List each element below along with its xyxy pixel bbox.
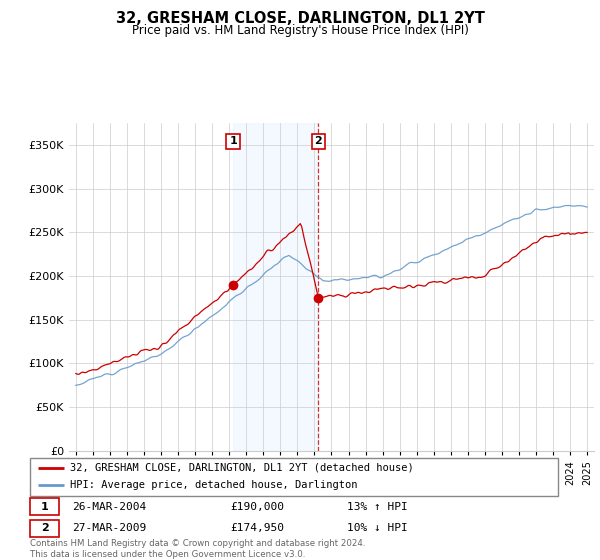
Text: 1: 1 <box>229 136 237 146</box>
Text: 32, GRESHAM CLOSE, DARLINGTON, DL1 2YT: 32, GRESHAM CLOSE, DARLINGTON, DL1 2YT <box>116 11 484 26</box>
Text: Contains HM Land Registry data © Crown copyright and database right 2024.
This d: Contains HM Land Registry data © Crown c… <box>30 539 365 559</box>
Text: 2: 2 <box>314 136 322 146</box>
Text: 2: 2 <box>41 523 49 533</box>
FancyBboxPatch shape <box>30 498 59 515</box>
FancyBboxPatch shape <box>30 520 59 536</box>
Text: Price paid vs. HM Land Registry's House Price Index (HPI): Price paid vs. HM Land Registry's House … <box>131 24 469 36</box>
FancyBboxPatch shape <box>30 458 558 496</box>
Text: 26-MAR-2004: 26-MAR-2004 <box>72 502 146 512</box>
Text: 10% ↓ HPI: 10% ↓ HPI <box>347 523 407 533</box>
Text: £174,950: £174,950 <box>230 523 284 533</box>
Bar <box>233 123 319 451</box>
Text: £190,000: £190,000 <box>230 502 284 512</box>
Text: 32, GRESHAM CLOSE, DARLINGTON, DL1 2YT (detached house): 32, GRESHAM CLOSE, DARLINGTON, DL1 2YT (… <box>70 463 413 473</box>
Text: 27-MAR-2009: 27-MAR-2009 <box>72 523 146 533</box>
Text: HPI: Average price, detached house, Darlington: HPI: Average price, detached house, Darl… <box>70 480 357 491</box>
Text: 13% ↑ HPI: 13% ↑ HPI <box>347 502 407 512</box>
Text: 1: 1 <box>41 502 49 512</box>
